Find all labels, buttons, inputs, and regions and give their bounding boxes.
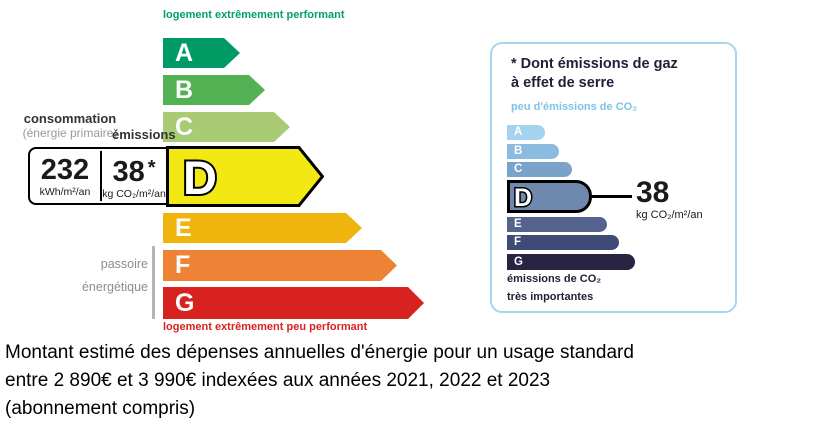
cost-estimate-line2: entre 2 890€ et 3 990€ indexées aux anné… — [5, 370, 551, 391]
co2-class-a-bar: A — [507, 125, 545, 140]
energy-class-g-arrow: G — [163, 287, 424, 319]
consumption-label: consommation (énergie primaire) — [16, 111, 124, 140]
co2-class-d-bar: D — [507, 180, 592, 214]
emissions-label: émissions — [112, 127, 176, 142]
energy-class-f-letter: F — [175, 251, 191, 279]
energy-class-a-letter: A — [175, 38, 194, 67]
emissions-unit: kg CO₂/m²/an — [102, 187, 166, 200]
emissions-value: 38 — [112, 155, 145, 188]
consumption-label-sub: (énergie primaire) — [22, 126, 118, 140]
co2-class-d-letter-svg: D — [513, 183, 534, 214]
top-performance-label: logement extrêmement performant — [163, 9, 345, 21]
emissions-asterisk: * — [147, 156, 156, 179]
gas-panel-title-line1: * Dont émissions de gaz — [511, 56, 678, 72]
energy-class-a-arrow: A — [163, 38, 240, 68]
passoire-bracket-line — [152, 246, 155, 319]
energy-class-f-arrow: F — [163, 250, 397, 281]
cost-estimate-text: Montant estimé des dépenses annuelles d'… — [5, 339, 634, 423]
bottom-performance-label: logement extrêmement peu performant — [163, 321, 368, 333]
energy-class-d-shape — [166, 146, 324, 207]
consumption-unit: kWh/m²/an — [39, 185, 91, 198]
consumption-value-cell: 232 kWh/m²/an — [30, 149, 100, 203]
co2-value: 38 — [636, 176, 670, 209]
cost-estimate-line1: Montant estimé des dépenses annuelles d'… — [5, 342, 634, 363]
passoire-energetique-label: passoire énergétique — [55, 253, 148, 299]
co2-class-c-letter: C — [514, 163, 523, 175]
energy-class-e-arrow: E — [163, 213, 362, 243]
energy-class-e-letter: E — [175, 213, 192, 242]
co2-class-c-bar: C — [507, 162, 572, 177]
co2-class-g-letter: G — [514, 256, 523, 268]
high-emissions-label-line2: très importantes — [507, 291, 594, 303]
gas-emissions-panel: * Dont émissions de gaz à effet de serre… — [490, 42, 737, 313]
co2-value-unit: kg CO₂/m²/an — [636, 209, 703, 221]
co2-class-e-bar: E — [507, 217, 607, 232]
energy-class-d-letter: D — [183, 151, 217, 204]
energy-class-b-arrow: B — [163, 75, 265, 105]
co2-class-b-letter: B — [514, 145, 523, 157]
co2-value-connector-line — [592, 195, 632, 198]
consumption-label-main: consommation — [23, 111, 117, 126]
co2-class-f-bar: F — [507, 235, 619, 250]
co2-class-b-bar: B — [507, 144, 559, 159]
energy-class-d-arrow: D — [166, 146, 324, 207]
gas-panel-title: * Dont émissions de gaz à effet de serre — [511, 55, 678, 93]
co2-class-f-letter: F — [514, 236, 522, 248]
gas-panel-title-line2: à effet de serre — [511, 75, 615, 91]
energy-class-g-letter: G — [175, 288, 195, 317]
low-emissions-label: peu d'émissions de CO₂ — [511, 101, 638, 113]
energy-class-c-arrow: C — [163, 112, 290, 142]
energy-class-b-letter: B — [175, 75, 194, 104]
co2-class-e-letter: E — [514, 218, 522, 230]
cost-estimate-line3: (abonnement compris) — [5, 398, 196, 419]
consumption-value: 232 — [40, 153, 90, 186]
co2-class-a-letter: A — [514, 126, 523, 138]
passoire-line1: passoire — [100, 257, 148, 271]
values-divider — [100, 151, 102, 201]
co2-class-g-bar: G — [507, 254, 635, 270]
energy-class-c-letter: C — [175, 112, 194, 141]
passoire-line2: énergétique — [81, 280, 148, 294]
co2-class-d-letter: D — [514, 184, 532, 211]
high-emissions-label-line1: émissions de CO₂ — [507, 273, 602, 285]
emissions-value-cell: 38 * kg CO₂/m²/an — [102, 149, 166, 203]
values-box: 232 kWh/m²/an 38 * kg CO₂/m²/an — [28, 147, 166, 205]
emissions-value-row: 38 * — [102, 153, 166, 187]
